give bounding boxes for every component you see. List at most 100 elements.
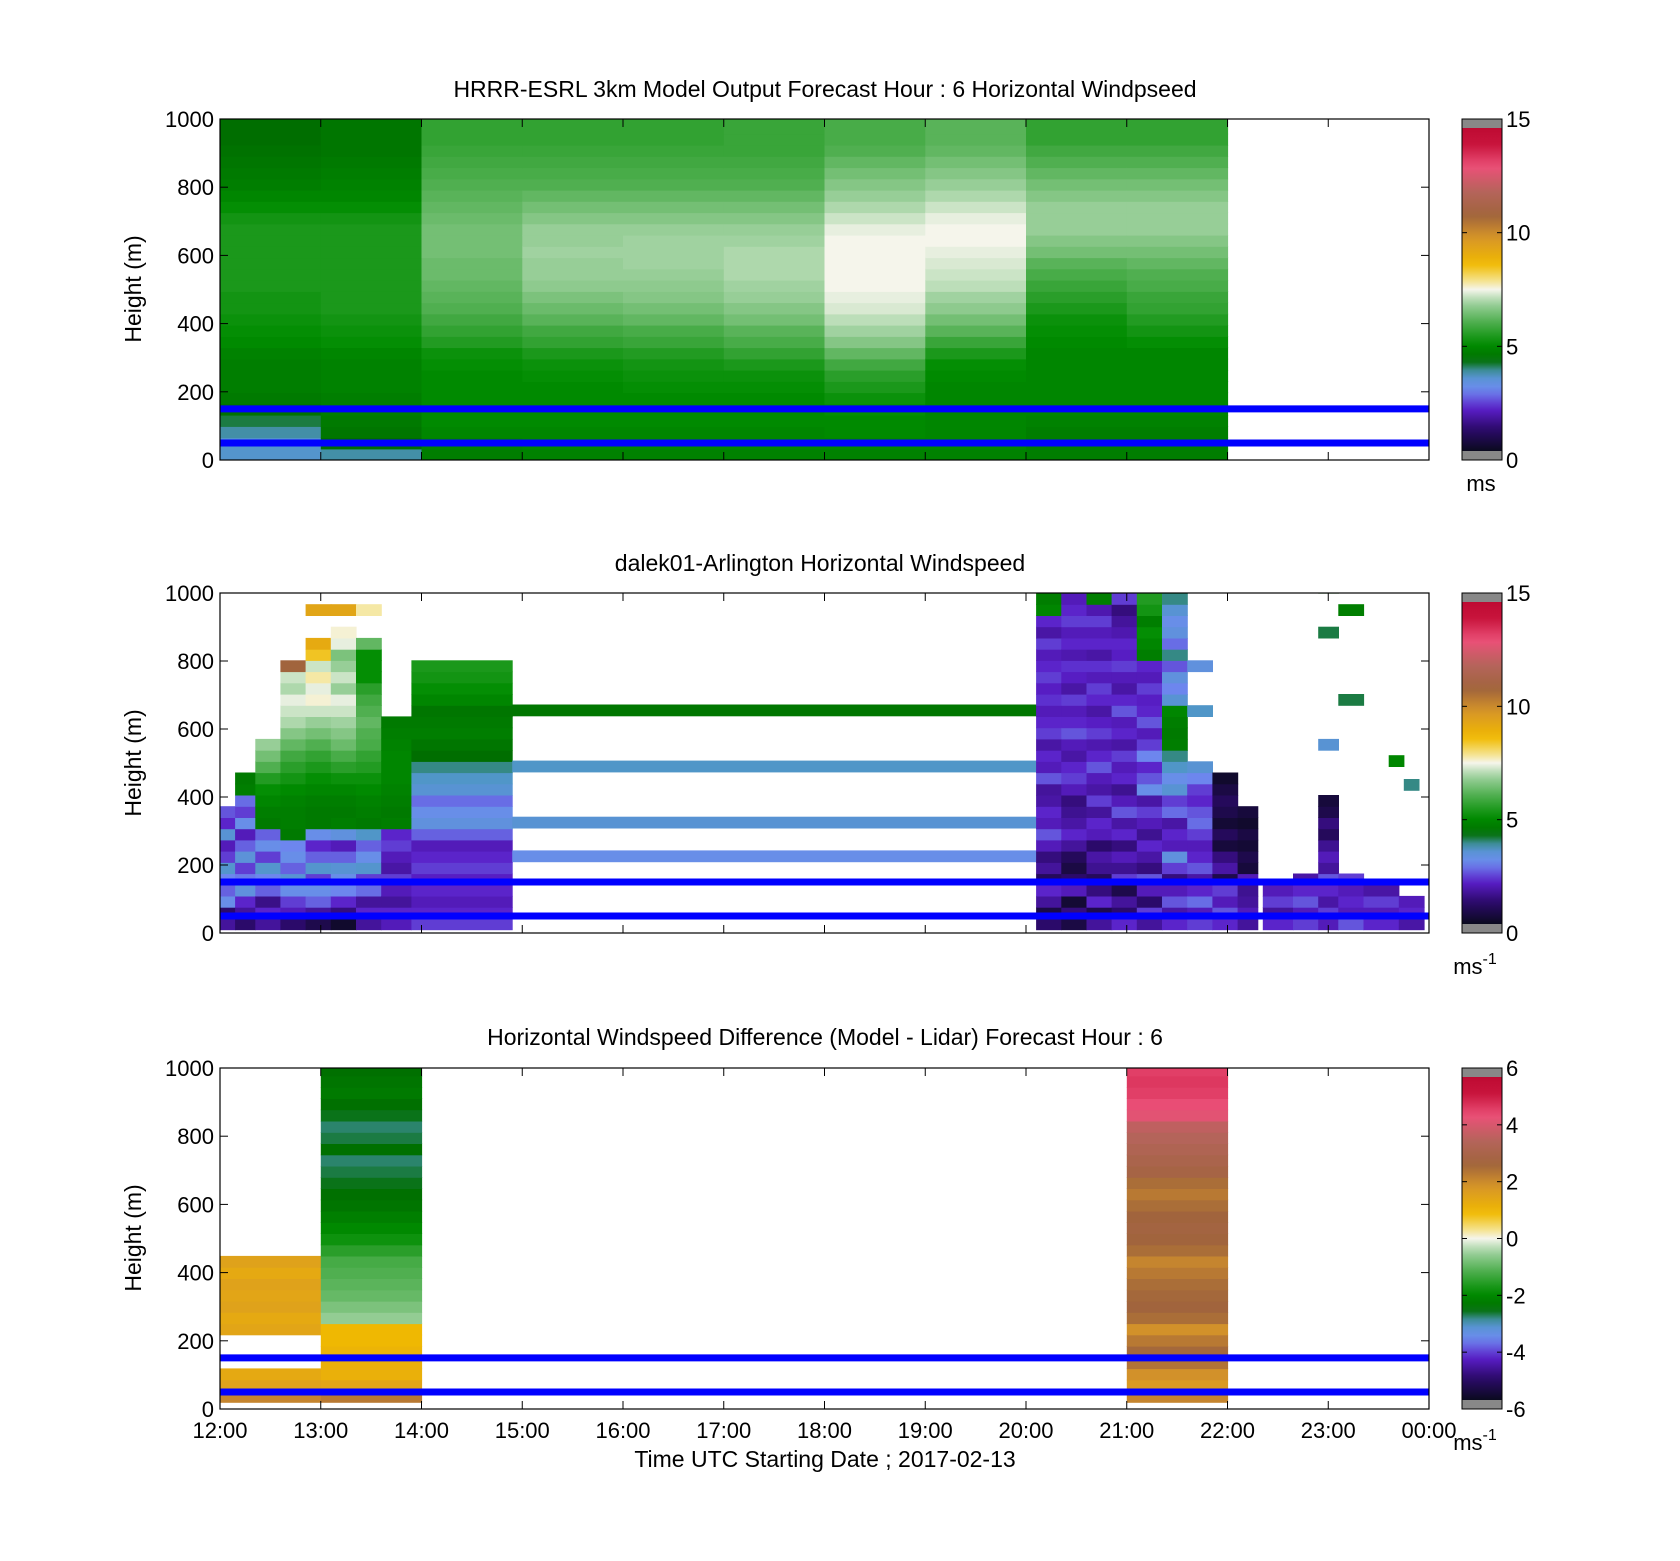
heatmap-cell	[1036, 649, 1062, 661]
heatmap-cell	[255, 806, 282, 818]
heatmap-cell	[1086, 626, 1113, 639]
heatmap-cell	[925, 291, 1027, 304]
heatmap-cell	[1237, 862, 1259, 875]
heatmap-cell	[1262, 918, 1294, 931]
heatmap-cell	[1126, 1143, 1229, 1156]
heatmap-cell	[1318, 884, 1339, 897]
heatmap-cell	[1086, 783, 1113, 796]
heatmap-cell	[356, 716, 382, 729]
heatmap-cell	[1086, 828, 1113, 841]
heatmap-cell	[320, 1098, 423, 1111]
heatmap-cell	[255, 884, 282, 897]
heatmap-cell	[522, 144, 624, 157]
heatmap-cell	[330, 783, 357, 796]
colorbar-tick-label: 15	[1506, 581, 1530, 606]
heatmap-cell	[381, 839, 412, 852]
heatmap-cell	[280, 817, 307, 830]
y-tick-label: 400	[177, 312, 214, 337]
heatmap-cell	[235, 828, 256, 841]
heatmap-cell	[280, 895, 307, 908]
heatmap-cell	[320, 336, 423, 349]
heatmap-cell	[623, 347, 725, 360]
heatmap-cell	[824, 133, 926, 146]
heatmap-cell	[421, 189, 523, 202]
colorbar-tick-label: 5	[1506, 808, 1518, 833]
heatmap-cell	[1036, 761, 1062, 774]
heatmap-cell	[623, 133, 725, 146]
heatmap-cell	[220, 257, 322, 270]
heatmap-cell	[1338, 895, 1365, 908]
heatmap-cell	[235, 817, 256, 830]
heatmap-cell	[1162, 761, 1188, 774]
heatmap-cell	[824, 426, 926, 439]
heatmap-cell	[522, 178, 624, 191]
heatmap-cell	[1293, 895, 1319, 908]
heatmap-cell	[421, 268, 523, 281]
heatmap-cell	[824, 370, 926, 382]
heatmap-cell	[220, 156, 322, 169]
heatmap-cell	[824, 246, 926, 259]
heatmap-cell	[1026, 144, 1128, 157]
heatmap-cell	[220, 817, 236, 830]
heatmap-cell	[1212, 817, 1239, 830]
heatmap-cell	[1136, 783, 1163, 796]
heatmap-cell	[280, 738, 307, 751]
heatmap-cell	[925, 313, 1027, 326]
heatmap-cell	[623, 280, 725, 292]
heatmap-cell	[1126, 1278, 1229, 1291]
colorbar-gradient	[1462, 128, 1502, 451]
heatmap-cell	[1126, 1289, 1229, 1302]
heatmap-cell	[1136, 649, 1163, 661]
heatmap-cell	[824, 189, 926, 202]
heatmap-cell	[1026, 358, 1128, 371]
heatmap-cell	[320, 1368, 423, 1381]
heatmap-cell	[925, 426, 1027, 439]
heatmap-cell	[1262, 895, 1294, 908]
heatmap-cell	[1136, 839, 1163, 852]
heatmap-cell	[1061, 895, 1088, 908]
panel-model-heatmap	[220, 119, 1229, 460]
heatmap-cell	[220, 234, 322, 247]
heatmap-cell	[1136, 637, 1163, 650]
heatmap-cell	[421, 392, 523, 405]
heatmap-cell	[623, 178, 725, 191]
heatmap-cell	[522, 257, 624, 270]
heatmap-cell	[356, 738, 382, 751]
heatmap-cell	[1061, 750, 1088, 762]
heatmap-cell	[1111, 660, 1138, 673]
heatmap-cell	[1318, 828, 1339, 841]
heatmap-cell	[723, 144, 826, 157]
panel-model: HRRR-ESRL 3km Model Output Forecast Hour…	[120, 76, 1530, 496]
heatmap-cell	[1036, 660, 1062, 673]
heatmap-cell	[1126, 1165, 1229, 1178]
heatmap-cell	[925, 212, 1027, 225]
colorbar-gradient	[1462, 602, 1502, 924]
heatmap-cell	[1136, 615, 1163, 628]
heatmap-cell	[623, 144, 725, 157]
heatmap-cell	[280, 772, 307, 785]
heatmap-cell	[220, 291, 322, 304]
heatmap-cell	[320, 201, 423, 214]
heatmap-cell	[411, 727, 513, 740]
heatmap-cell	[1162, 806, 1188, 818]
colorbar-frame	[1461, 592, 1503, 934]
heatmap-cell	[381, 895, 412, 908]
heatmap-cell	[623, 119, 725, 123]
heatmap-cell	[235, 795, 256, 807]
heatmap-cell	[925, 167, 1027, 180]
heatmap-cell	[330, 738, 357, 751]
heatmap-cell	[1126, 1210, 1229, 1223]
heatmap-cell	[320, 1109, 423, 1122]
heatmap-cell	[1111, 649, 1138, 661]
heatmap-cell	[1126, 347, 1229, 360]
heatmap-cell	[1111, 918, 1138, 931]
heatmap-cell	[723, 336, 826, 349]
heatmap-cell	[220, 884, 236, 897]
heatmap-cell	[421, 122, 523, 135]
heatmap-cell	[320, 1120, 423, 1133]
heatmap-cell	[220, 189, 322, 202]
heatmap-cell	[421, 156, 523, 169]
heatmap-cell	[522, 234, 624, 247]
heatmap-cell	[330, 851, 357, 863]
x-tick-label: 15:00	[495, 1418, 550, 1443]
